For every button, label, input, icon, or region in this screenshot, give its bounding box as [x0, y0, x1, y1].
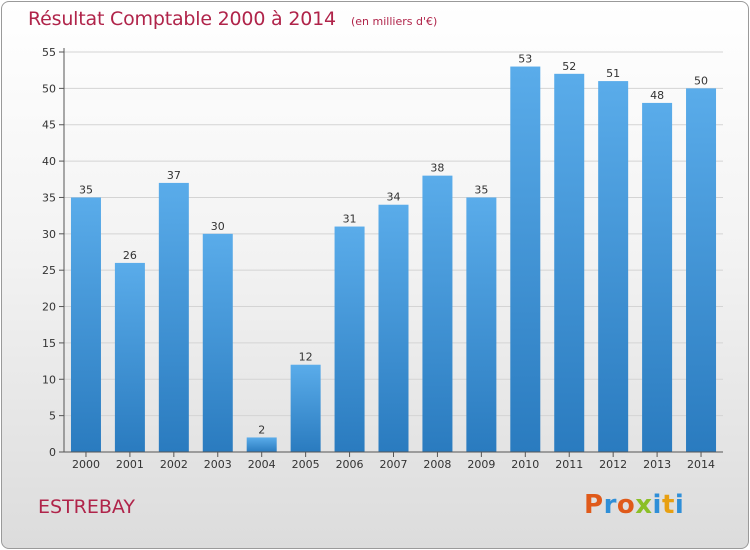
- x-tick-label: 2002: [160, 458, 188, 471]
- bar-2012: [598, 81, 629, 452]
- proxiti-logo: Proxiti: [584, 490, 684, 520]
- x-axis-ticks: 2000 2001 2002 2003 2004 2005 2006 2007 2008 2009…: [72, 452, 715, 471]
- x-tick-label: 2005: [292, 458, 320, 471]
- logo-letter: P: [584, 490, 604, 520]
- y-tick-label: 5: [49, 410, 56, 423]
- data-label-2009: 35: [474, 183, 488, 196]
- logo-letter: o: [616, 490, 636, 520]
- commune-name: ESTREBAY: [38, 496, 136, 518]
- y-tick-label: 15: [42, 337, 56, 350]
- x-tick-label: 2013: [643, 458, 671, 471]
- chart-title: Résultat Comptable 2000 à 2014: [28, 8, 336, 30]
- x-tick-label: 2000: [72, 458, 100, 471]
- bars: [70, 66, 717, 453]
- bar-2009: [466, 197, 497, 452]
- x-tick-label: 2004: [248, 458, 276, 471]
- data-label-2013: 48: [650, 89, 664, 102]
- data-label-2011: 52: [562, 60, 576, 73]
- y-tick-label: 10: [42, 373, 56, 386]
- logo-letter: t: [661, 490, 675, 520]
- y-tick-label: 20: [42, 301, 56, 314]
- y-tick-label: 30: [42, 228, 56, 241]
- logo-letter: r: [603, 490, 617, 520]
- x-tick-label: 2010: [511, 458, 539, 471]
- data-labels: 35 26 37 30 2 12 31 34 38 35 53 52 51 48 50: [79, 53, 708, 437]
- bar-2008: [422, 175, 453, 453]
- chart-subtitle: (en milliers d'€): [350, 15, 438, 28]
- logo-letter: i: [652, 490, 662, 520]
- x-tick-label: 2007: [380, 458, 408, 471]
- bar-2010: [510, 66, 541, 452]
- y-tick-label: 50: [42, 82, 56, 95]
- bar-2004: [246, 437, 277, 452]
- chart-header: Résultat Comptable 2000 à 2014 (en milli…: [28, 8, 437, 30]
- data-label-2014: 50: [694, 74, 708, 87]
- x-tick-label: 2009: [467, 458, 495, 471]
- bar-2003: [202, 233, 233, 452]
- data-label-2004: 2: [258, 423, 265, 436]
- bar-2007: [378, 204, 409, 452]
- data-label-2003: 30: [211, 220, 225, 233]
- x-tick-label: 2001: [116, 458, 144, 471]
- x-tick-label: 2014: [687, 458, 715, 471]
- bar-2006: [334, 226, 365, 452]
- y-axis-ticks: 0 5 10 15 20 25 30 35 40 45 50 55: [42, 46, 64, 459]
- x-tick-label: 2006: [336, 458, 364, 471]
- data-label-2008: 38: [430, 162, 444, 175]
- bar-2002: [158, 182, 189, 452]
- bar-2005: [290, 364, 321, 452]
- bar-2011: [554, 73, 585, 453]
- bar-2001: [114, 262, 145, 452]
- data-label-2002: 37: [167, 169, 181, 182]
- data-label-2012: 51: [606, 67, 620, 80]
- logo-letter: x: [635, 490, 653, 520]
- bar-2013: [642, 102, 673, 452]
- y-tick-label: 35: [42, 191, 56, 204]
- x-tick-label: 2012: [599, 458, 627, 471]
- bar-2014: [686, 88, 717, 452]
- y-tick-label: 40: [42, 155, 56, 168]
- bar-2000: [70, 197, 101, 452]
- x-tick-label: 2011: [555, 458, 583, 471]
- y-tick-label: 55: [42, 46, 56, 59]
- logo-letter: i: [674, 490, 685, 520]
- x-tick-label: 2003: [204, 458, 232, 471]
- y-tick-label: 45: [42, 119, 56, 132]
- data-label-2001: 26: [123, 249, 137, 262]
- data-label-2005: 12: [299, 351, 313, 364]
- y-tick-label: 0: [49, 446, 56, 459]
- x-tick-label: 2008: [423, 458, 451, 471]
- data-label-2007: 34: [387, 191, 401, 204]
- y-tick-label: 25: [42, 264, 56, 277]
- data-label-2006: 31: [343, 213, 357, 226]
- data-label-2010: 53: [518, 53, 532, 66]
- data-label-2000: 35: [79, 183, 93, 196]
